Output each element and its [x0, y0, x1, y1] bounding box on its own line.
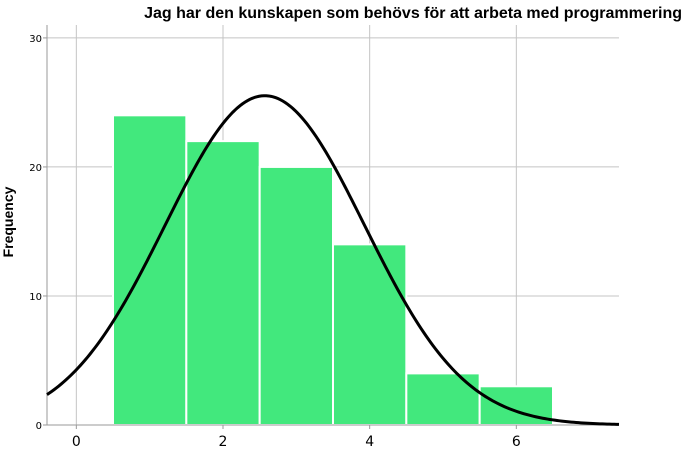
y-tick-label-20: 20: [29, 163, 42, 174]
histogram-bars: [112, 114, 554, 427]
histogram-bar-3: [258, 165, 334, 426]
y-tick-label-10: 10: [29, 292, 42, 303]
tick-labels: 0 10 20 30 0 2 4 6: [29, 34, 521, 450]
normal-curve-layer: [46, 94, 620, 426]
x-tick-label-2: 2: [219, 434, 228, 450]
y-axis-label: Frequency: [0, 186, 16, 257]
histogram-bar-5: [405, 372, 481, 426]
normal-curve: [46, 94, 620, 426]
y-tick-label-30: 30: [29, 34, 42, 45]
y-tick-label-0: 0: [36, 421, 42, 432]
axes: [43, 25, 619, 429]
x-tick-label-6: 6: [512, 434, 521, 450]
x-tick-label-0: 0: [72, 434, 81, 450]
chart-title: Jag har den kunskapen som behövs för att…: [144, 5, 682, 22]
x-tick-label-4: 4: [365, 434, 374, 450]
histogram-bar-1: [112, 114, 188, 427]
histogram-bar-2: [185, 140, 261, 426]
histogram-bar-4: [332, 243, 408, 426]
